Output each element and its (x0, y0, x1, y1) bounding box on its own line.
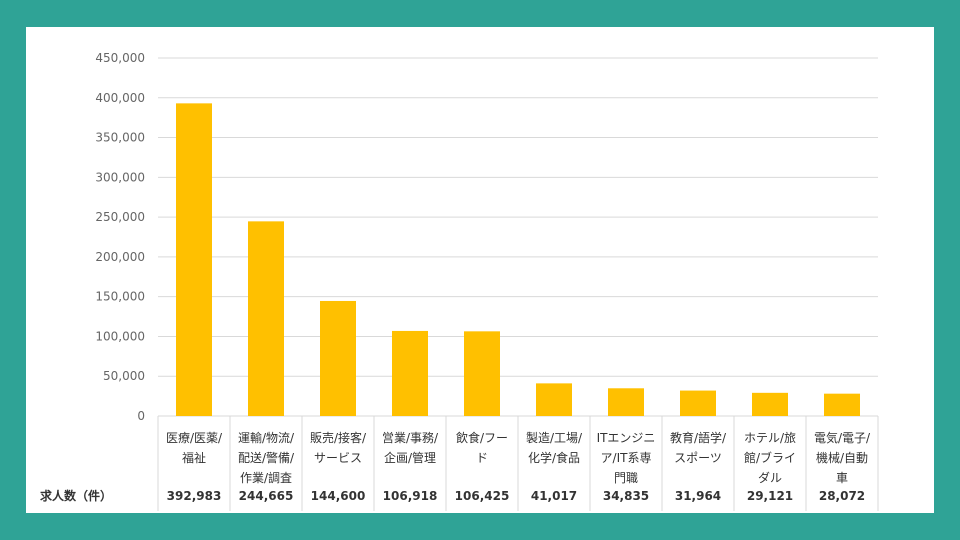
category-label: 電気/電子/機械/自動車 (814, 430, 871, 485)
value-label: 29,121 (747, 489, 793, 503)
value-label: 244,665 (239, 489, 294, 503)
chart-card: 0 50,000 100,000 150,000 200,000 250,000 300,0… (26, 27, 934, 513)
bar (176, 103, 212, 416)
bar (680, 390, 716, 416)
category-label: 飲食/フード (456, 430, 508, 465)
y-tick-label: 0 (137, 409, 145, 423)
value-label: 31,964 (675, 489, 721, 503)
bar (392, 330, 428, 416)
y-tick-label: 150,000 (95, 290, 145, 304)
y-tick-label: 200,000 (95, 250, 145, 264)
bar (320, 300, 356, 416)
y-tick-label: 250,000 (95, 210, 145, 224)
bar (752, 392, 788, 416)
category-label: 製造/工場/化学/食品 (526, 431, 583, 465)
value-label: 41,017 (531, 489, 577, 503)
y-axis-ticks: 0 50,000 100,000 150,000 200,000 250,000 300,0… (95, 51, 145, 423)
category-label: 運輸/物流/配送/警備/作業/調査 (238, 430, 295, 485)
bar (248, 221, 284, 416)
table-row-label: 求人数（件） (40, 488, 112, 503)
value-label: 144,600 (311, 489, 366, 503)
value-label: 28,072 (819, 489, 865, 503)
y-tick-label: 450,000 (95, 51, 145, 65)
category-label: 営業/事務/企画/管理 (382, 431, 439, 465)
value-label: 34,835 (603, 489, 649, 503)
y-tick-label: 300,000 (95, 170, 145, 184)
category-label: ITエンジニア/IT系専門職 (597, 431, 656, 485)
y-tick-label: 100,000 (95, 329, 145, 343)
category-label: 教育/語学/スポーツ (670, 430, 727, 465)
category-label: 医療/医薬/福祉 (166, 431, 223, 465)
bar-chart: 0 50,000 100,000 150,000 200,000 250,000 300,0… (40, 51, 879, 511)
y-tick-label: 400,000 (95, 91, 145, 105)
bar (608, 388, 644, 416)
data-table: 医療/医薬/福祉運輸/物流/配送/警備/作業/調査販売/接客/サービス営業/事務… (40, 416, 879, 511)
value-label: 106,425 (455, 489, 510, 503)
value-label: 106,918 (383, 489, 438, 503)
category-label: ホテル/旅館/ブライダル (744, 431, 796, 485)
bar (824, 393, 860, 416)
value-label: 392,983 (167, 489, 222, 503)
y-tick-label: 350,000 (95, 131, 145, 145)
bar (464, 331, 500, 416)
bar (536, 383, 572, 416)
bars (176, 103, 860, 416)
y-tick-label: 50,000 (103, 369, 145, 383)
category-label: 販売/接客/サービス (310, 430, 367, 465)
